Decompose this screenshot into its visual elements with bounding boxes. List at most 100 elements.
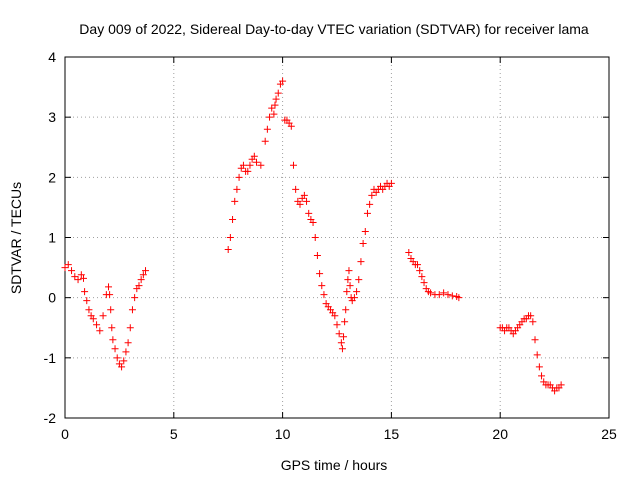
grid-lines [65,57,609,418]
data-point [533,351,541,359]
data-point [333,321,341,329]
data-point [126,324,134,332]
data-point [257,161,265,169]
data-point [292,185,300,193]
data-point [113,354,121,362]
data-point [338,345,346,353]
x-tick-label: 5 [170,426,178,442]
data-point [89,315,97,323]
x-tick-label: 10 [275,426,291,442]
data-point [311,234,319,241]
data-point [135,282,143,290]
data-point [233,185,241,193]
data-point [344,276,352,284]
data-point [64,261,72,269]
chart-title: Day 009 of 2022, Sidereal Day-to-day VTE… [79,21,589,37]
data-point [444,291,452,299]
data-point [531,336,539,344]
data-point [235,173,243,181]
data-points [61,77,565,395]
data-point [320,291,328,299]
y-tick-label: -1 [44,350,57,366]
data-point [107,306,115,314]
data-point [361,227,369,235]
data-point [274,89,282,97]
data-point [448,292,456,300]
data-point [263,125,271,133]
data-point [345,267,353,275]
data-point [226,234,234,241]
data-point [420,279,428,287]
data-point [79,274,87,282]
data-point [272,95,280,103]
data-point [357,258,365,266]
data-point [343,288,351,296]
data-point [359,240,367,248]
data-point [342,306,350,314]
y-tick-label: 2 [48,169,56,185]
data-point [131,294,139,302]
data-point [289,161,297,169]
axis-ticks: 0 5 10 15 20 25 -2 -1 0 1 2 3 4 [44,49,617,442]
data-point [287,122,295,130]
data-series [224,77,395,353]
data-point [341,318,349,326]
data-point [527,312,535,320]
data-point [313,252,321,260]
data-point [268,104,276,112]
data-point [340,333,348,341]
data-point [261,137,269,145]
data-point [335,330,343,338]
y-axis-label: SDTVAR / TECUs [8,182,24,294]
data-point [68,267,76,275]
data-point [137,276,145,284]
data-point [96,327,104,335]
data-point [363,209,371,217]
data-point [139,271,147,279]
data-point [244,167,252,175]
data-point [535,363,543,371]
data-point [346,282,354,290]
data-point [418,273,426,281]
data-point [224,246,232,254]
data-series [61,261,150,371]
data-point [309,218,317,226]
data-point [270,110,278,118]
data-point [538,372,546,380]
data-point [124,339,132,347]
data-point [300,191,308,199]
data-point [83,297,91,305]
data-point [142,267,150,275]
data-point [93,321,101,329]
data-point [529,318,537,326]
data-point [337,339,345,347]
data-point [231,197,239,205]
data-point [120,357,128,365]
data-point [266,113,274,121]
data-point [416,267,424,275]
data-point [252,158,260,166]
data-point [246,161,254,169]
x-tick-label: 20 [492,426,508,442]
data-series [405,249,463,302]
data-point [99,312,107,320]
data-point [109,336,117,344]
data-point [250,152,258,160]
data-point [455,294,463,302]
y-tick-label: 0 [48,290,56,306]
data-point [271,101,279,109]
data-point [279,77,287,85]
data-point [106,291,114,299]
data-point [368,191,376,199]
data-point [435,291,443,299]
data-series [496,312,565,395]
data-point [61,264,69,272]
data-point [74,276,82,284]
y-tick-label: 4 [48,49,56,65]
data-point [305,209,313,217]
data-point [81,288,89,296]
data-point [111,345,119,353]
data-point [405,249,413,257]
data-point [557,381,565,389]
